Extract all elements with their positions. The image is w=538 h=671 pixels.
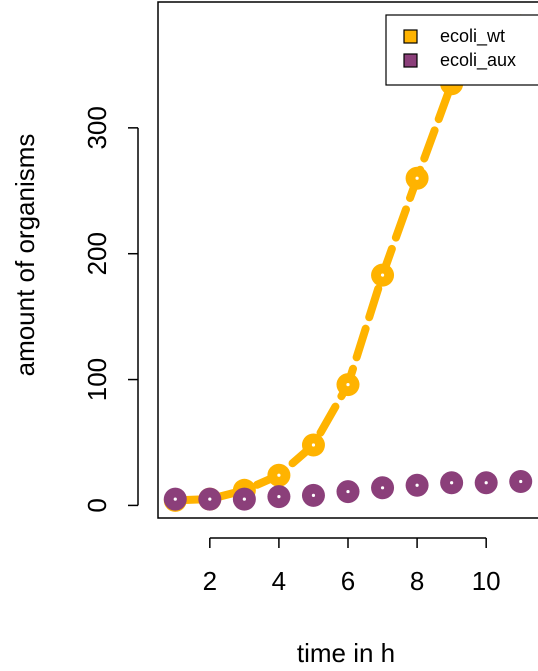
data-point-center (380, 486, 385, 490)
data-point-center (277, 495, 281, 499)
legend-box (385, 14, 538, 86)
data-point-center (346, 382, 350, 387)
data-point-center (415, 483, 419, 487)
y-tick-label: 0 (82, 498, 112, 512)
y-tick-label: 200 (82, 232, 112, 275)
data-point-center (208, 497, 212, 501)
series-ecoli-aux (163, 470, 533, 511)
y-axis-label: amount of organisms (10, 134, 40, 377)
data-point-center (519, 479, 523, 484)
x-axis-label: time in h (297, 638, 395, 668)
data-point-center (450, 481, 454, 485)
data-point-center (346, 489, 350, 494)
data-point-center (311, 493, 316, 497)
legend-swatch (403, 29, 418, 44)
data-point-center (484, 481, 488, 485)
legend: ecoli_wt ecoli_aux (385, 14, 538, 86)
y-tick-label: 100 (82, 358, 112, 401)
data-point-center (380, 273, 385, 277)
plot-frame (157, 1, 538, 519)
data-point-center (311, 443, 316, 447)
legend-swatch (403, 53, 418, 68)
x-tick-label: 4 (272, 566, 286, 596)
series-line-ecoli-wt (171, 21, 525, 505)
data-point-center (173, 497, 177, 501)
data-point-center (415, 176, 419, 180)
legend-label: ecoli_aux (440, 50, 516, 71)
y-tick-label: 300 (82, 106, 112, 149)
x-tick-label: 10 (472, 566, 501, 596)
x-tick-label: 2 (203, 566, 217, 596)
legend-label: ecoli_wt (440, 26, 505, 47)
x-tick-label: 6 (341, 566, 355, 596)
data-point-center (242, 497, 246, 501)
series-ecoli-wt (163, 14, 533, 512)
x-tick-label: 8 (410, 566, 424, 596)
data-point-center (277, 473, 281, 477)
